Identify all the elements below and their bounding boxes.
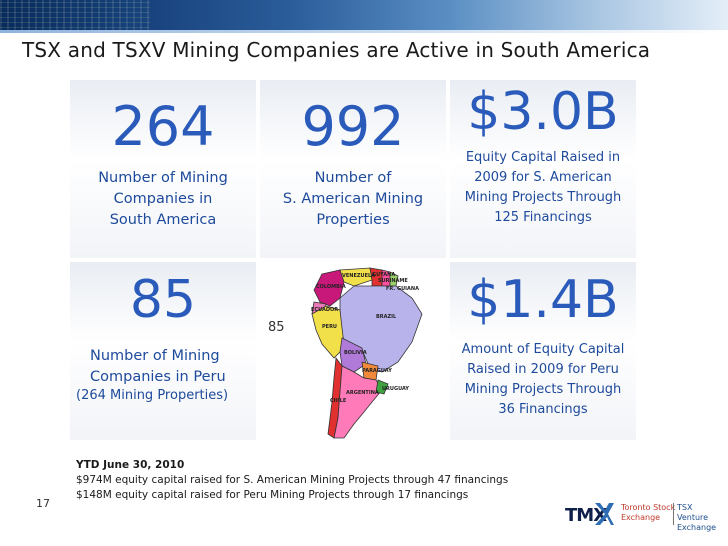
map-country-peru: [311, 305, 345, 359]
map-label-guyana: GUYANA: [372, 272, 395, 278]
tsx-venture-exchange-label: TSX Venture Exchange: [677, 503, 725, 533]
map-country-brazil: [339, 285, 423, 373]
tmx-logo: TMX Toronto Stock Exchange TSX Venture E…: [535, 497, 725, 533]
stat-value: $1.4B: [467, 270, 619, 330]
stat-description: Number of Mining Companies in Peru: [70, 346, 256, 388]
notes-line: $974M equity capital raised for S. Ameri…: [76, 474, 509, 486]
map-country-uruguay: [375, 379, 389, 395]
desc-line: Raised in 2009 for Peru: [467, 362, 619, 377]
desc-line: Equity Capital Raised in: [465, 150, 621, 165]
toronto-stock-exchange-label: Toronto Stock Exchange: [621, 503, 675, 523]
tmx-x-mark-icon: [595, 503, 614, 525]
stat-cell-map: 85: [260, 262, 446, 440]
stat-value: 85: [129, 270, 197, 330]
notes-heading: YTD June 30, 2010: [76, 459, 185, 471]
desc-line: Number of Mining: [90, 348, 220, 364]
map-label-bolivia: BOLIVIA: [344, 350, 367, 356]
desc-line: S. American Mining: [282, 191, 424, 207]
exchange-line: Exchange: [677, 523, 717, 532]
stat-description: Number of S. American Mining Properties: [260, 168, 446, 231]
logo-divider: [673, 503, 674, 525]
map-label-uruguay: URUGUAY: [382, 386, 409, 392]
stat-subnote: (264 Mining Properties): [76, 388, 229, 403]
desc-line: Properties: [316, 212, 390, 228]
stat-description: Amount of Equity Capital Raised in 2009 …: [450, 340, 636, 420]
exchange-line: Exchange: [621, 513, 661, 522]
desc-line: Number of: [314, 170, 392, 186]
tmx-wordmark: TMX: [565, 505, 607, 526]
map-label-brazil: BRAZIL: [376, 314, 397, 320]
desc-line: Mining Projects Through: [464, 382, 622, 397]
map-country-argentina: [333, 365, 383, 439]
desc-line: South America: [109, 212, 217, 228]
desc-line: Companies in: [113, 191, 213, 207]
stat-cell-properties: 992 Number of S. American Mining Propert…: [260, 80, 446, 258]
map-label-colombia: COLOMBIA: [316, 284, 346, 290]
map-label-ecuador: ECUADOR: [311, 307, 338, 313]
desc-line: Companies in Peru: [90, 369, 226, 385]
header-banner: [0, 0, 728, 33]
stat-cell-equity-peru: $1.4B Amount of Equity Capital Raised in…: [450, 262, 636, 440]
stat-value: $3.0B: [467, 82, 619, 142]
notes-line: $148M equity capital raised for Peru Min…: [76, 489, 469, 501]
map-label-suriname: SURINAME: [378, 278, 408, 284]
map-label-chile: CHILE: [330, 398, 347, 404]
desc-line: Mining Projects Through: [464, 190, 622, 205]
desc-line: 125 Financings: [494, 210, 592, 225]
map-label-fr-guiana: FR. GUIANA: [386, 286, 419, 292]
footnotes: YTD June 30, 2010 $974M equity capital r…: [76, 458, 508, 503]
exchange-line: Toronto Stock: [621, 503, 676, 512]
map-label-paraguay: PARAGUAY: [362, 368, 392, 374]
stats-grid: 264 Number of Mining Companies in South …: [70, 80, 636, 440]
stat-description: Equity Capital Raised in 2009 for S. Ame…: [450, 148, 636, 228]
stat-value: 264: [111, 95, 215, 158]
stat-cell-companies-peru: 85 Number of Mining Companies in Peru (2…: [70, 262, 256, 440]
stock-ticker-image: [0, 0, 150, 33]
stat-value: 992: [301, 95, 405, 158]
desc-line: Number of Mining: [98, 170, 228, 186]
desc-line: Amount of Equity Capital: [461, 342, 625, 357]
banner-divider: [0, 30, 728, 33]
stat-description: Number of Mining Companies in South Amer…: [70, 168, 256, 231]
exchange-line: TSX Venture: [677, 503, 709, 522]
map-label-venezuela: VENEZUELA: [342, 273, 375, 279]
map-country-venezuela: [339, 267, 373, 287]
stat-cell-companies-south-america: 264 Number of Mining Companies in South …: [70, 80, 256, 258]
slide-title: TSX and TSXV Mining Companies are Active…: [22, 38, 651, 62]
stat-cell-equity-south-america: $3.0B Equity Capital Raised in 2009 for …: [450, 80, 636, 258]
map-label-peru: PERU: [322, 324, 337, 330]
desc-line: 36 Financings: [498, 402, 588, 417]
desc-line: 2009 for S. American: [474, 170, 612, 185]
south-america-map: VENEZUELA GUYANA SURINAME FR. GUIANA COL…: [311, 267, 423, 439]
map-label-argentina: ARGENTINA: [346, 390, 379, 396]
page-number: 17: [36, 497, 50, 510]
map-number-label: 85: [268, 320, 285, 335]
